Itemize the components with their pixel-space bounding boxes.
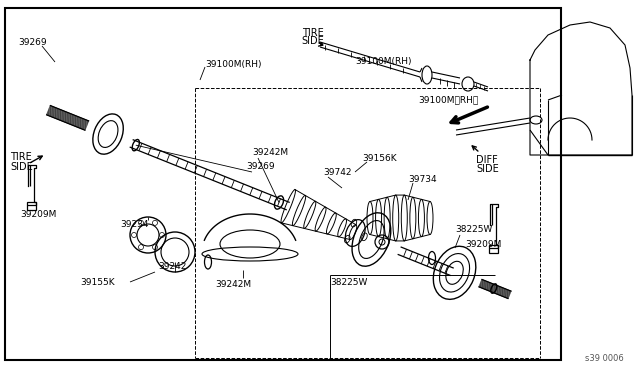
Text: 38225W: 38225W <box>330 278 367 287</box>
Text: 39742: 39742 <box>323 168 351 177</box>
Text: SIDE: SIDE <box>476 164 499 174</box>
Text: 39234: 39234 <box>120 220 148 229</box>
Text: 39100M〈RH〉: 39100M〈RH〉 <box>418 95 478 104</box>
Text: SIDE: SIDE <box>301 36 324 46</box>
Text: 39100M(RH): 39100M(RH) <box>205 60 262 69</box>
Text: 39242M: 39242M <box>215 280 251 289</box>
Text: 39100M(RH): 39100M(RH) <box>355 57 412 66</box>
Text: DIFF: DIFF <box>476 155 498 165</box>
Text: 39242M: 39242M <box>252 148 288 157</box>
Text: 39242: 39242 <box>158 262 186 271</box>
Text: 38225W: 38225W <box>455 225 492 234</box>
Text: 39156K: 39156K <box>362 154 397 163</box>
Bar <box>489 245 498 253</box>
Text: 39734: 39734 <box>408 175 436 184</box>
Bar <box>27 202 36 210</box>
Text: TIRE: TIRE <box>10 152 32 162</box>
Text: SIDE: SIDE <box>10 162 33 172</box>
Text: 39209M: 39209M <box>20 210 56 219</box>
Bar <box>5 8 561 360</box>
Text: s39 0006: s39 0006 <box>585 354 624 363</box>
Text: 39269: 39269 <box>18 38 47 47</box>
Text: 39269: 39269 <box>246 162 275 171</box>
Text: 39155K: 39155K <box>80 278 115 287</box>
Text: TIRE: TIRE <box>302 28 324 38</box>
Text: 39209M: 39209M <box>465 240 501 249</box>
